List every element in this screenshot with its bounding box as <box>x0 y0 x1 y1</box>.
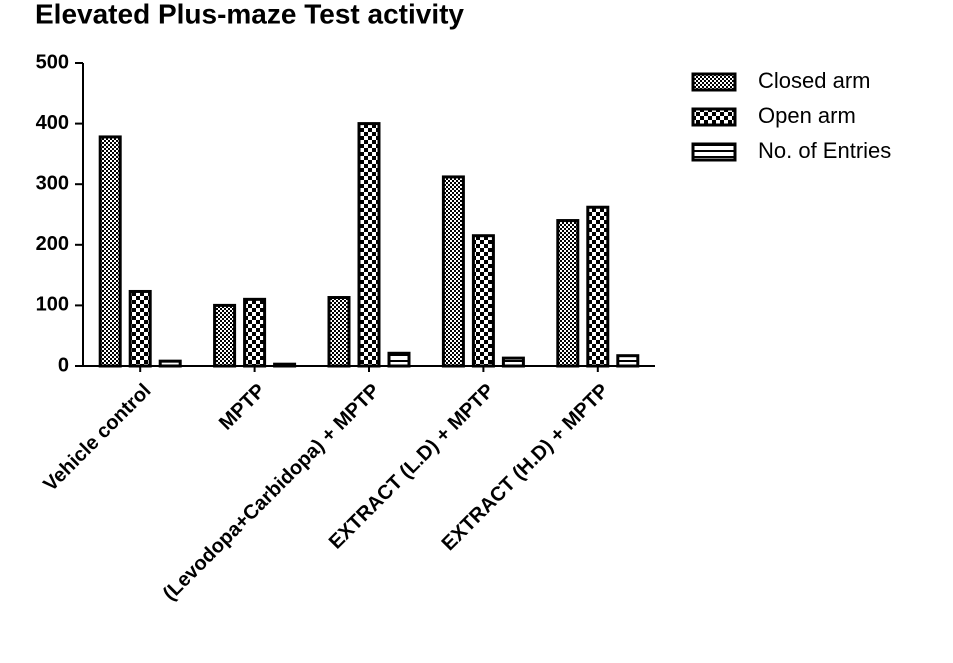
y-tick-label: 100 <box>36 294 69 316</box>
y-tick-label: 200 <box>36 233 69 255</box>
x-tick-label: (Levodopa+Carbidopa) + MPTP <box>159 380 384 605</box>
bar <box>501 356 525 368</box>
bar <box>243 297 267 368</box>
bar <box>471 234 495 368</box>
bar <box>273 362 297 368</box>
bar <box>213 303 237 368</box>
chart-title: Elevated Plus-maze Test activity <box>35 0 464 29</box>
bar <box>128 289 152 368</box>
bar <box>586 205 610 368</box>
bar <box>556 219 580 368</box>
legend-swatch <box>691 142 737 162</box>
bar <box>441 175 465 368</box>
x-tick-label: Vehicle control <box>39 380 155 496</box>
y-tick-label: 400 <box>36 112 69 134</box>
bar <box>327 296 351 368</box>
x-tick-label: MPTP <box>215 380 270 435</box>
legend-label: No. of Entries <box>758 138 891 163</box>
legend-label: Closed arm <box>758 68 870 93</box>
legend-label: Open arm <box>758 103 856 128</box>
bar <box>357 122 381 368</box>
y-tick-label: 0 <box>58 354 69 376</box>
y-tick-label: 300 <box>36 172 69 194</box>
legend-swatch <box>691 107 737 127</box>
bar <box>158 359 182 368</box>
y-tick-label: 500 <box>36 51 69 73</box>
bar <box>98 135 122 368</box>
bar <box>387 351 411 368</box>
bar <box>616 354 640 368</box>
legend-swatch <box>691 72 737 92</box>
